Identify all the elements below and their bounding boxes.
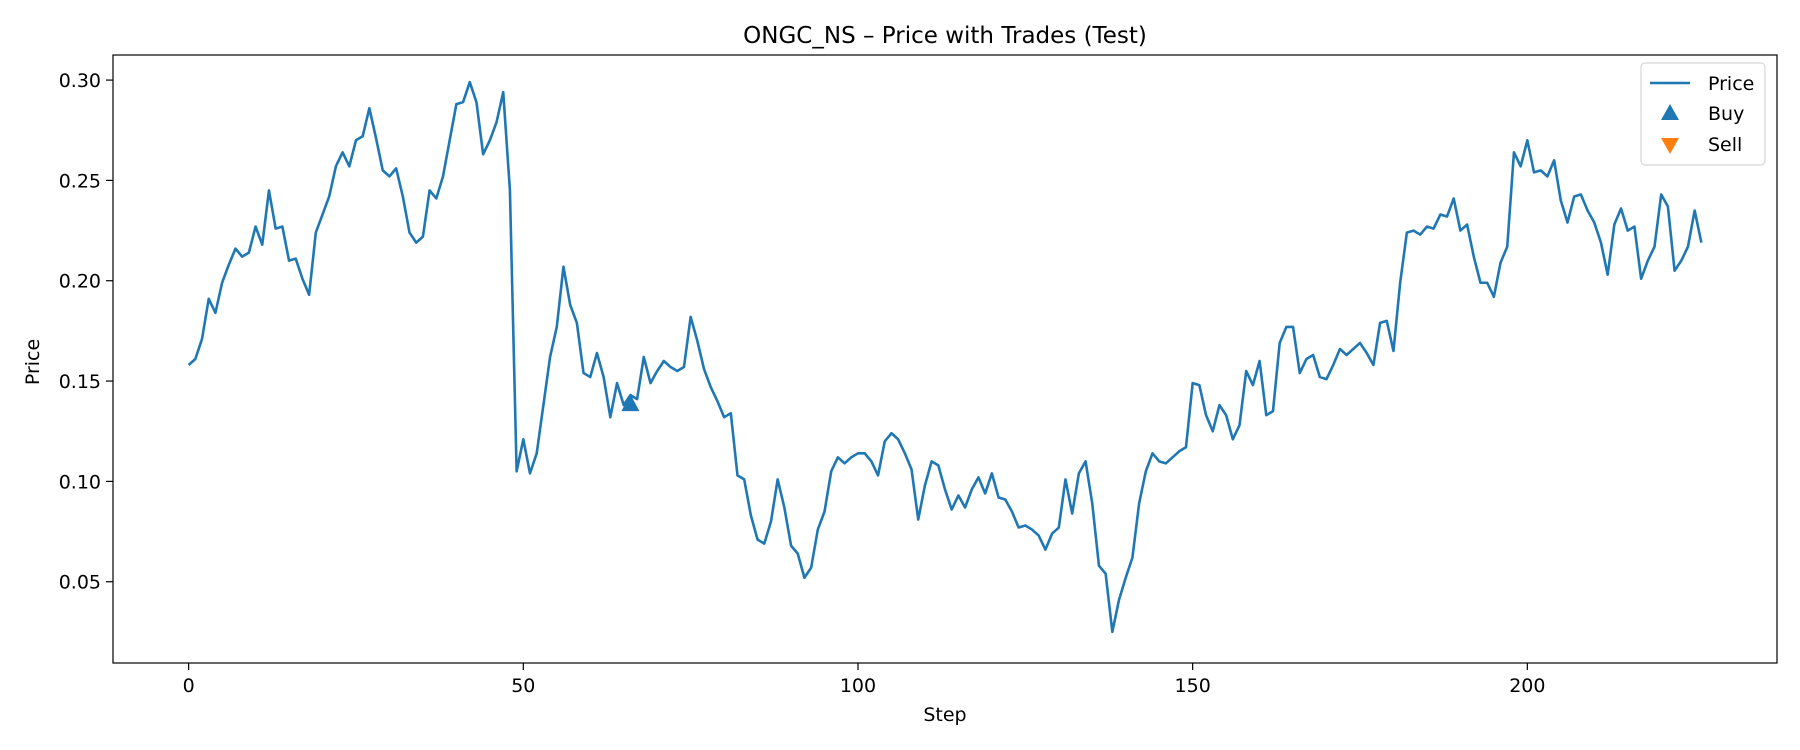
- legend-sell-label: Sell: [1708, 134, 1742, 156]
- y-tick-label: 0.20: [59, 271, 101, 293]
- plot-area-frame: [112, 54, 1778, 664]
- chart-title: ONGC_NS – Price with Trades (Test): [743, 23, 1147, 49]
- x-tick-label: 50: [511, 675, 535, 697]
- buy-marker: [621, 394, 640, 412]
- y-axis-ticks: 0.05 0.10 0.15 0.20 0.25 0.30: [59, 70, 113, 594]
- x-axis-ticks: 0 50 100 150 200: [183, 663, 1545, 697]
- legend-buy-label: Buy: [1708, 103, 1744, 125]
- legend-buy-marker: [1661, 104, 1679, 120]
- x-tick-label: 0: [183, 675, 195, 697]
- x-tick-label: 150: [1175, 675, 1211, 697]
- x-axis-label: Step: [923, 704, 966, 726]
- y-axis-label: Price: [22, 339, 44, 385]
- legend-sell-marker: [1661, 138, 1679, 154]
- x-tick-label: 100: [840, 675, 876, 697]
- y-tick-label: 0.30: [59, 70, 101, 92]
- legend-price-label: Price: [1708, 73, 1754, 95]
- y-tick-label: 0.25: [59, 170, 101, 192]
- legend: Price Buy Sell: [1640, 62, 1766, 166]
- series-layer: [187, 80, 1703, 634]
- y-tick-label: 0.05: [59, 572, 101, 594]
- y-tick-label: 0.10: [59, 471, 101, 493]
- y-tick-label: 0.15: [59, 371, 101, 393]
- price-line: [187, 80, 1703, 634]
- x-tick-label: 200: [1509, 675, 1545, 697]
